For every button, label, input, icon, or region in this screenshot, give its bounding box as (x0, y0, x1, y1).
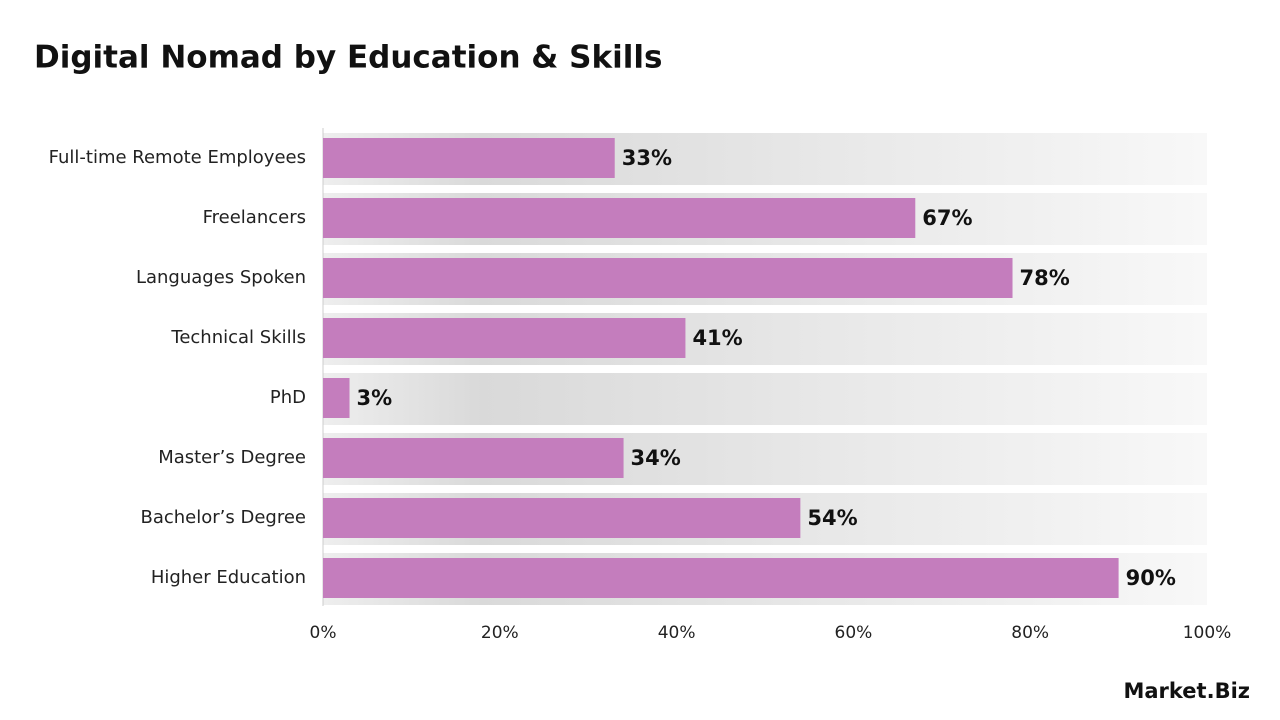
value-label: 67% (922, 206, 972, 230)
row-band (323, 373, 1207, 425)
value-label: 3% (357, 386, 393, 410)
category-label: Master’s Degree (158, 447, 306, 468)
x-tick-label: 100% (1183, 623, 1232, 643)
bar (323, 138, 615, 178)
category-label: Full-time Remote Employees (49, 147, 306, 168)
value-label: 90% (1126, 566, 1176, 590)
bar (323, 378, 350, 418)
value-label: 34% (631, 446, 681, 470)
x-tick-label: 20% (481, 623, 519, 643)
x-tick-label: 40% (658, 623, 696, 643)
bar (323, 438, 624, 478)
category-label: PhD (270, 387, 306, 408)
bar (323, 558, 1119, 598)
value-label: 54% (807, 506, 857, 530)
bar (323, 318, 686, 358)
value-label: 33% (622, 146, 672, 170)
category-label: Languages Spoken (136, 267, 306, 288)
x-tick-label: 0% (310, 623, 337, 643)
category-label: Higher Education (151, 567, 306, 588)
bar (323, 258, 1013, 298)
chart-title: Digital Nomad by Education & Skills (34, 40, 662, 76)
x-tick-label: 60% (835, 623, 873, 643)
bar (323, 498, 801, 538)
category-label: Bachelor’s Degree (140, 507, 306, 528)
value-label: 41% (692, 326, 742, 350)
x-tick-label: 80% (1011, 623, 1049, 643)
logo: Market.Biz (1123, 679, 1250, 703)
bar (323, 198, 916, 238)
category-label: Technical Skills (170, 327, 306, 348)
value-label: 78% (1020, 266, 1070, 290)
category-label: Freelancers (203, 207, 306, 228)
